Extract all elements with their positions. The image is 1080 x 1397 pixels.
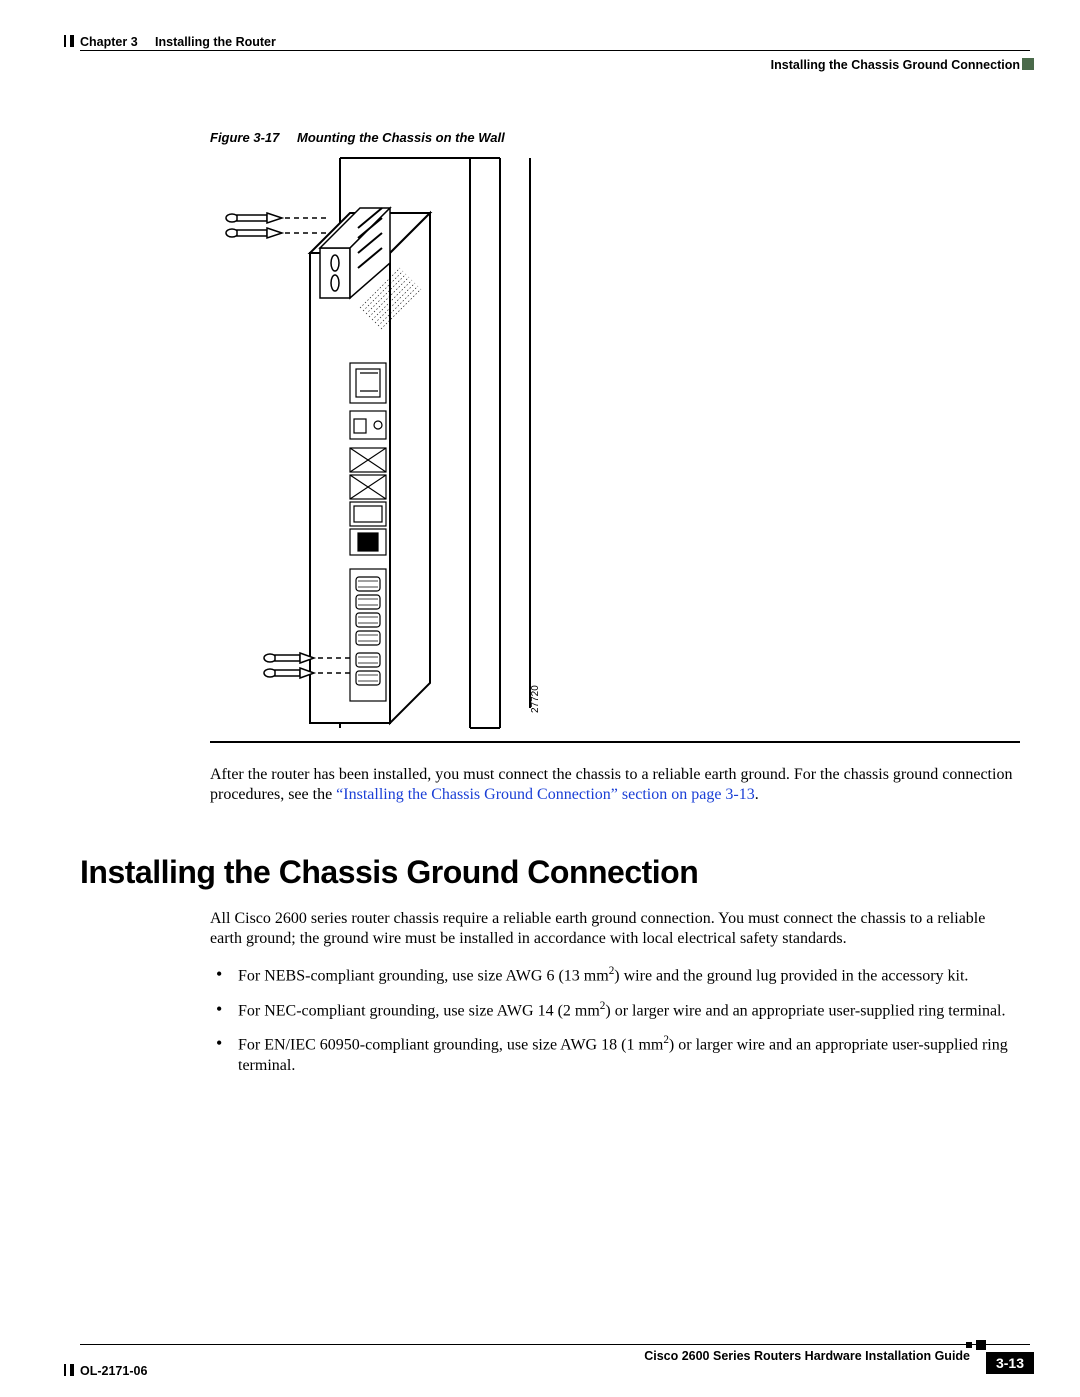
page-number: 3-13 [986,1352,1034,1374]
header-ornament-right [1022,58,1034,70]
header-ornament-left [70,35,74,47]
figure-number: Figure 3-17 [210,130,279,145]
figure-illustration: 27720 [210,153,550,733]
header-section-right: Installing the Chassis Ground Connection [771,58,1020,72]
footer-rule [80,1344,1030,1345]
header-rule [80,50,1030,51]
figure-art-number: 27720 [530,685,541,713]
figure-rule [210,741,1020,743]
header-chapter: Chapter 3 Installing the Router [80,35,276,49]
bullet-text-b: ) wire and the ground lug provided in th… [614,967,968,984]
section-intro: All Cisco 2600 series router chassis req… [210,909,1020,950]
bullet-text-b: ) or larger wire and an appropriate user… [605,1002,1005,1019]
figure-title: Mounting the Chassis on the Wall [297,130,505,145]
chapter-title: Installing the Router [155,35,276,49]
bullet-text-a: For NEBS-compliant grounding, use size A… [238,967,609,984]
cross-reference-link[interactable]: “Installing the Chassis Ground Connectio… [336,786,755,803]
para-text-b: . [755,786,759,803]
footer-ornament [976,1340,986,1350]
list-item: For NEBS-compliant grounding, use size A… [234,964,1020,987]
bullet-list: For NEBS-compliant grounding, use size A… [210,964,1020,1077]
footer-ornament-small [966,1342,972,1348]
footer-guide-title: Cisco 2600 Series Routers Hardware Insta… [80,1349,1030,1363]
footer-doc-number: OL-2171-06 [80,1364,147,1378]
bullet-text-a: For NEC-compliant grounding, use size AW… [238,1002,600,1019]
page-header: Chapter 3 Installing the Router Installi… [80,30,1030,80]
page: Chapter 3 Installing the Router Installi… [0,0,1080,1397]
footer-ornament-left [70,1364,74,1376]
content-area: Figure 3-17 Mounting the Chassis on the … [210,130,1020,1077]
section-heading: Installing the Chassis Ground Connection [80,854,1020,891]
list-item: For NEC-compliant grounding, use size AW… [234,999,1020,1022]
list-item: For EN/IEC 60950-compliant grounding, us… [234,1033,1020,1076]
chapter-number: Chapter 3 [80,35,138,49]
figure-caption: Figure 3-17 Mounting the Chassis on the … [210,130,1020,145]
bullet-text-a: For EN/IEC 60950-compliant grounding, us… [238,1037,663,1054]
paragraph-after-figure: After the router has been installed, you… [210,765,1020,806]
page-footer: Cisco 2600 Series Routers Hardware Insta… [80,1344,1030,1363]
